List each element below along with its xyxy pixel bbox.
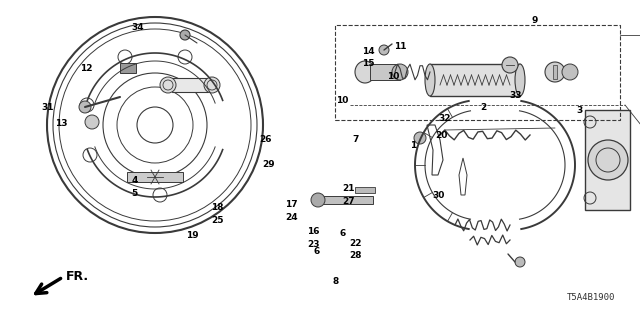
Text: 7: 7 — [352, 135, 358, 144]
Text: 13: 13 — [54, 119, 67, 128]
Circle shape — [311, 193, 325, 207]
Text: 6: 6 — [339, 229, 346, 238]
Text: 25: 25 — [211, 216, 224, 225]
Text: 5: 5 — [131, 189, 138, 198]
Bar — [120, 63, 136, 73]
Text: 3: 3 — [576, 106, 582, 115]
Text: 18: 18 — [211, 204, 224, 212]
Text: 16: 16 — [307, 228, 320, 236]
Bar — [585, 110, 630, 210]
Text: 27: 27 — [342, 197, 355, 206]
Circle shape — [588, 140, 628, 180]
Text: 31: 31 — [42, 103, 54, 112]
Bar — [172, 78, 208, 92]
Text: 11: 11 — [394, 42, 406, 51]
Circle shape — [379, 45, 389, 55]
Circle shape — [79, 101, 91, 113]
Text: 26: 26 — [259, 135, 272, 144]
Circle shape — [160, 77, 176, 93]
Text: 8: 8 — [333, 277, 339, 286]
Bar — [318, 196, 373, 204]
Bar — [355, 187, 375, 193]
Ellipse shape — [355, 61, 375, 83]
Text: 24: 24 — [285, 213, 298, 222]
Text: 14: 14 — [362, 47, 374, 56]
Text: 33: 33 — [509, 92, 522, 100]
Ellipse shape — [425, 64, 435, 96]
Circle shape — [515, 257, 525, 267]
Text: 23: 23 — [307, 240, 320, 249]
Text: 20: 20 — [435, 132, 448, 140]
Bar — [430, 64, 520, 96]
Text: 12: 12 — [80, 64, 93, 73]
Text: 19: 19 — [186, 231, 198, 240]
Bar — [370, 64, 400, 80]
Text: 10: 10 — [336, 96, 349, 105]
Circle shape — [414, 132, 426, 144]
Text: 30: 30 — [432, 191, 445, 200]
Text: 6: 6 — [314, 247, 320, 256]
Text: T5A4B1900: T5A4B1900 — [566, 293, 615, 302]
Text: 17: 17 — [285, 200, 298, 209]
Circle shape — [502, 57, 518, 73]
Text: 10: 10 — [387, 72, 400, 81]
Text: 29: 29 — [262, 160, 275, 169]
Text: 15: 15 — [362, 60, 374, 68]
Text: 9: 9 — [531, 16, 538, 25]
Circle shape — [545, 62, 565, 82]
Bar — [127, 172, 183, 182]
Text: 22: 22 — [349, 239, 362, 248]
Circle shape — [180, 30, 190, 40]
Text: 21: 21 — [342, 184, 355, 193]
Text: FR.: FR. — [66, 270, 89, 284]
Text: 34: 34 — [131, 23, 144, 32]
Text: 2: 2 — [480, 103, 486, 112]
Circle shape — [392, 64, 408, 80]
Circle shape — [562, 64, 578, 80]
Text: 4: 4 — [131, 176, 138, 185]
Circle shape — [85, 115, 99, 129]
Text: 1: 1 — [410, 141, 416, 150]
Text: 28: 28 — [349, 252, 362, 260]
Text: 32: 32 — [438, 114, 451, 123]
Circle shape — [204, 77, 220, 93]
Bar — [553, 65, 557, 79]
Ellipse shape — [515, 64, 525, 96]
